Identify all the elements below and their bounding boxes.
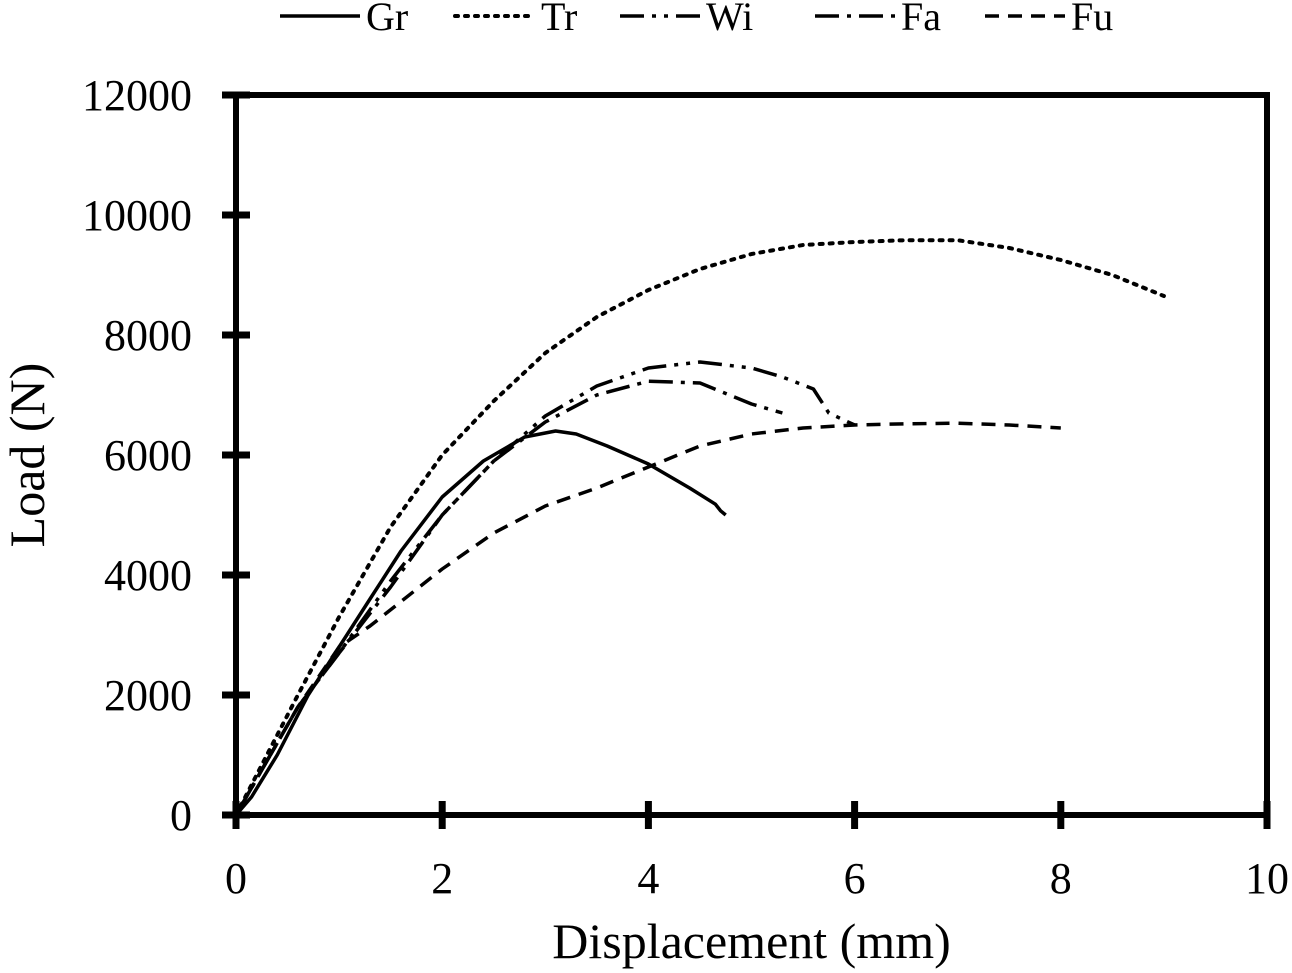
y-tick-label: 8000 [104,311,192,360]
legend-label-fa: Fa [901,0,941,39]
series-line-tr [234,238,1166,817]
y-axis-title: Load (N) [0,363,55,548]
series-lines [234,238,1166,817]
legend-label-tr: Tr [541,0,577,39]
x-tick-label: 2 [431,854,453,903]
legend-label-fu: Fu [1071,0,1113,39]
x-tick-label: 10 [1245,854,1289,903]
x-tick-label: 6 [844,854,866,903]
plot-frame [233,92,1270,818]
legend: Gr Tr Wi Fa Fu [280,0,1113,39]
x-tick-label: 4 [637,854,659,903]
series-line-gr [234,429,727,817]
x-tick-label: 8 [1050,854,1072,903]
legend-label-gr: Gr [366,0,408,39]
y-tick-label: 12000 [82,71,192,120]
series-line-fu [234,421,1061,816]
y-tick-label: 10000 [82,191,192,240]
y-tick-label: 4000 [104,551,192,600]
x-axis-ticks: 0 2 4 6 8 10 [225,801,1289,903]
series-line-wi [234,360,856,816]
legend-label-wi: Wi [706,0,753,39]
y-axis-ticks: 0 2000 4000 6000 8000 10000 12000 [82,71,250,840]
y-tick-label: 0 [170,791,192,840]
x-tick-label: 0 [225,854,247,903]
y-tick-label: 2000 [104,671,192,720]
y-tick-label: 6000 [104,431,192,480]
x-axis-title: Displacement (mm) [552,913,951,969]
series-line-fa [234,379,783,816]
